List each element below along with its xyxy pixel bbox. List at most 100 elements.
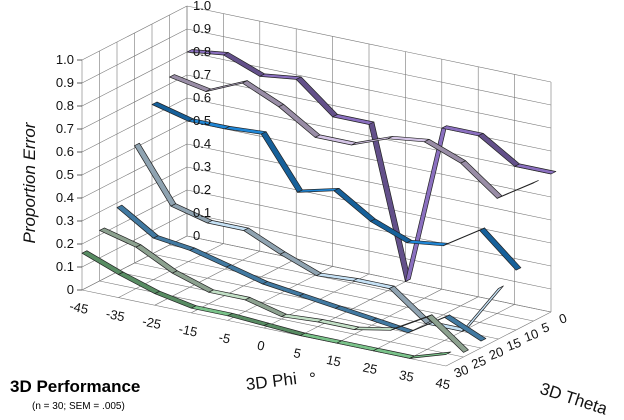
y-tick-label-back: 0.2 (193, 182, 211, 197)
series-20-segment (371, 317, 414, 334)
floor-grid-line (169, 244, 534, 322)
y-tick-label-left: 0.4 (56, 190, 74, 205)
back-wall-grid-line (186, 97, 552, 175)
left-wall-grid-line (81, 166, 188, 222)
series-0-segment (223, 52, 266, 77)
series-0-segment (332, 114, 375, 125)
back-wall-grid-line (186, 5, 552, 83)
series-5-segment (423, 138, 466, 164)
x-tick-label: 35 (398, 367, 415, 385)
z-tick-label: 5 (539, 319, 551, 336)
left-wall-grid-line (81, 97, 188, 153)
series-15-segment (352, 278, 395, 289)
series-layer (81, 49, 557, 359)
y-tick-label-left: 0.2 (56, 236, 74, 251)
z-tick-label: 30 (452, 362, 471, 381)
series-25-segment (171, 270, 214, 293)
z-tick-label: 10 (522, 326, 541, 345)
x-tick-label: -45 (68, 298, 90, 317)
left-wall-grid-line (81, 28, 188, 84)
series-25-ribbon (99, 227, 469, 353)
back-wall-grid-line (186, 166, 552, 244)
z-axis-title: 3D Theta (538, 379, 611, 419)
y-tick-label-back: 0.9 (193, 21, 211, 36)
left-wall-grid-line (81, 120, 188, 176)
series-20-ribbon (116, 204, 487, 342)
series-15-ribbon (134, 142, 504, 332)
series-20-segment (335, 305, 378, 321)
y-tick-label-back: 0.7 (193, 67, 211, 82)
y-tick-label-left: 0.8 (56, 98, 74, 113)
series-30-segment (372, 347, 415, 359)
series-25-segment (353, 326, 396, 331)
y-tick-label-back: 0.6 (193, 90, 211, 105)
y-tick-label-left: 0.5 (56, 167, 74, 182)
x-axis-degree-symbol: ° (309, 369, 316, 388)
series-20-segment (225, 264, 268, 285)
x-tick-label: -25 (141, 314, 163, 333)
series-15-segment (461, 285, 504, 332)
series-30-ribbon (81, 250, 452, 359)
series-5-ribbon (169, 74, 539, 199)
x-tick-label: 45 (434, 375, 451, 393)
z-tick-label: 15 (504, 335, 523, 354)
series-25-segment (208, 289, 251, 301)
series-30-segment (409, 351, 452, 359)
y-tick-label-back: 0.4 (193, 136, 211, 151)
series-25-segment (426, 314, 469, 353)
series-5-segment (496, 180, 539, 199)
left-wall-grid-line (81, 5, 188, 61)
z-tick-label: 25 (469, 353, 488, 372)
chart-title: 3D Performance (10, 377, 140, 396)
series-20-segment (153, 235, 196, 251)
series-0-segment (295, 76, 338, 118)
series-10-segment (479, 227, 522, 271)
x-tick-label: -35 (105, 306, 127, 325)
y-tick-label-left: 0.6 (56, 144, 74, 159)
back-wall-grid-line (186, 143, 552, 221)
x-tick-label: 25 (362, 360, 379, 378)
series-25-segment (281, 313, 324, 323)
y-axis-title: Proportion Error (20, 121, 39, 243)
y-tick-label-back: 0 (193, 228, 200, 243)
floor-grid-line (116, 271, 482, 349)
series-15-segment (206, 220, 249, 231)
series-10-ribbon (151, 101, 522, 271)
y-tick-label-back: 0.3 (193, 159, 211, 174)
y-tick-label-back: 0.1 (193, 205, 211, 220)
z-tick-label: 20 (487, 344, 506, 363)
y-tick-label-left: 0.1 (56, 259, 74, 274)
series-20-segment (298, 293, 341, 309)
x-tick-label: 15 (325, 352, 342, 370)
label-layer: Proportion Error 3D Phi ° 3D Theta 3D Pe… (10, 0, 610, 419)
series-0-segment (368, 121, 411, 282)
series-30-segment (336, 340, 379, 352)
y-tick-label-back: 1.0 (193, 0, 211, 13)
y-tick-label-left: 1.0 (56, 52, 74, 67)
series-0-segment (477, 132, 520, 167)
chart-subtitle: (n = 30; SEM = .005) (32, 401, 125, 412)
series-30-segment (118, 271, 161, 295)
series-0-segment (514, 163, 557, 175)
series-0-segment (441, 125, 484, 137)
y-tick-label-back: 0.5 (193, 113, 211, 128)
series-25-segment (244, 297, 287, 318)
series-5-segment (278, 103, 321, 138)
left-wall-grid-line (81, 74, 188, 130)
y-tick-label-left: 0 (67, 282, 74, 297)
series-5-segment (314, 134, 357, 146)
x-tick-label: 5 (292, 345, 302, 361)
x-tick-label: -15 (177, 321, 199, 340)
series-20-segment (444, 314, 487, 342)
back-wall-grid-line (186, 74, 552, 152)
floor-grid-line (151, 253, 517, 331)
left-wall-grid-line (81, 143, 188, 199)
y-tick-label-left: 0.3 (56, 213, 74, 228)
z-tick-label: 0 (557, 310, 569, 327)
left-wall-grid-line (81, 51, 188, 107)
back-wall-grid-line (186, 189, 552, 267)
y-tick-label-left: 0.7 (56, 121, 74, 136)
x-tick-label: -5 (217, 329, 231, 346)
